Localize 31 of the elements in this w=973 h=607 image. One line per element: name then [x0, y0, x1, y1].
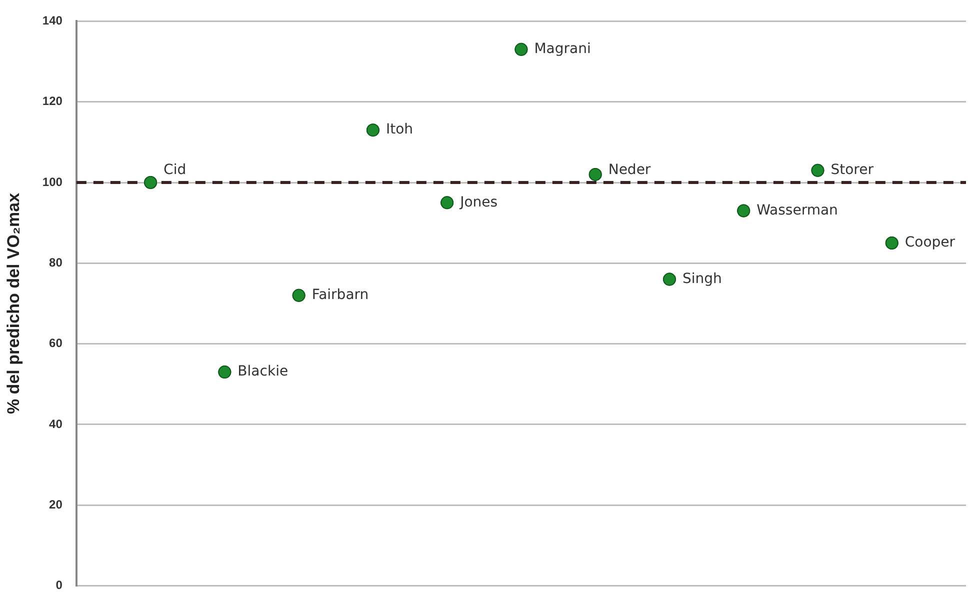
point	[662, 272, 676, 286]
y-tick-label: 20	[49, 497, 63, 512]
data-label: Blackie	[238, 364, 288, 380]
point	[440, 196, 454, 210]
data-label: Cid	[164, 162, 186, 178]
point	[514, 42, 528, 56]
y-tick-label: 80	[49, 255, 63, 270]
point	[292, 288, 306, 302]
data-label: Neder	[608, 162, 651, 178]
y-tick-label: 60	[49, 336, 63, 350]
point	[366, 124, 380, 137]
data-label: Wasserman	[756, 202, 838, 218]
data-label: Itoh	[386, 122, 414, 138]
data-label: Fairbarn	[312, 287, 369, 304]
y-tick-label: 0	[56, 578, 63, 592]
y-tick-label: 140	[42, 14, 63, 28]
data-label: Storer	[830, 162, 874, 178]
point	[218, 366, 232, 379]
data-label: Cooper	[904, 234, 956, 251]
y-tick-label: 40	[49, 416, 63, 431]
point	[885, 236, 898, 250]
data-label: Magrani	[534, 41, 591, 58]
y-tick-label: 120	[42, 94, 63, 108]
data-label: Jones	[459, 194, 498, 210]
y-axis-title: % del predicho del VO₂max	[4, 192, 23, 414]
point	[144, 176, 158, 190]
data-label: Singh	[682, 270, 722, 287]
point	[737, 204, 750, 218]
point	[811, 164, 824, 177]
point	[588, 168, 602, 181]
y-tick-label: 100	[42, 174, 63, 189]
